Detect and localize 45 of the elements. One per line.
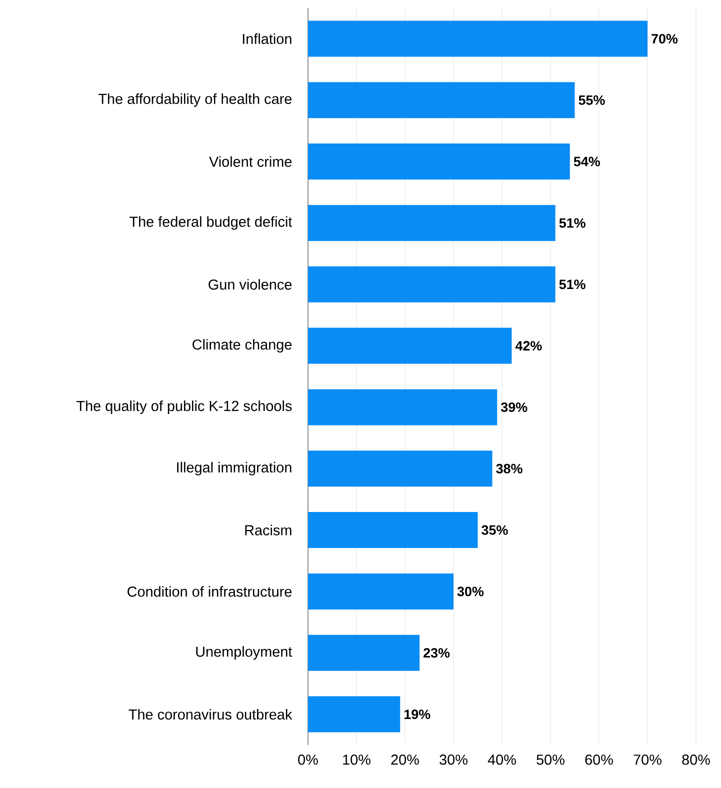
y-tick-label: Racism — [245, 524, 292, 536]
data-label: 39% — [500, 402, 528, 412]
y-tick-label: Gun violence — [208, 279, 292, 290]
bar — [308, 204, 556, 241]
bar — [308, 450, 492, 487]
y-tick-label: Climate change — [192, 339, 292, 353]
bar — [308, 266, 556, 302]
y-tick-label: Condition of infrastructure — [128, 586, 292, 597]
data-label: 55% — [578, 95, 605, 105]
data-label: 42% — [515, 341, 542, 351]
x-tick-label: 80% — [682, 754, 710, 765]
bar — [308, 20, 648, 57]
y-tick-label: The affordability of health care — [98, 93, 292, 107]
x-tick-label: 40% — [488, 754, 516, 765]
data-label: 51% — [559, 218, 586, 228]
data-label: 19% — [404, 710, 430, 720]
data-label: 38% — [496, 464, 522, 474]
y-tick-label: Inflation — [242, 33, 292, 44]
bar — [308, 389, 498, 426]
y-tick-label: Unemployment — [196, 646, 292, 660]
data-label: 30% — [457, 586, 484, 596]
x-tick-label: 0% — [298, 754, 318, 765]
bar — [308, 634, 420, 671]
y-tick-label: Violent crime — [209, 156, 292, 167]
y-tick-label: The quality of public K-12 schools — [76, 400, 292, 414]
data-label: 54% — [574, 156, 600, 166]
x-tick-label: 10% — [343, 754, 370, 765]
data-label: 23% — [424, 648, 450, 658]
x-tick-label: 20% — [391, 754, 419, 765]
x-tick-label: 50% — [536, 754, 564, 765]
y-tick-label: The federal budget deficit — [130, 216, 292, 230]
data-label: 51% — [559, 280, 586, 290]
y-tick-label: The coronavirus outbreak — [128, 709, 292, 720]
data-label: 35% — [482, 525, 508, 535]
bar — [308, 82, 575, 118]
bar — [308, 512, 478, 548]
x-tick-label: 60% — [585, 754, 613, 765]
bar — [308, 144, 570, 180]
data-label: 70% — [652, 34, 678, 44]
bar — [308, 328, 512, 364]
x-tick-label: 70% — [634, 754, 662, 765]
x-tick-label: 30% — [440, 754, 468, 765]
y-tick-label: Illegal immigration — [177, 462, 292, 476]
bar — [308, 573, 454, 610]
bar — [308, 696, 400, 732]
